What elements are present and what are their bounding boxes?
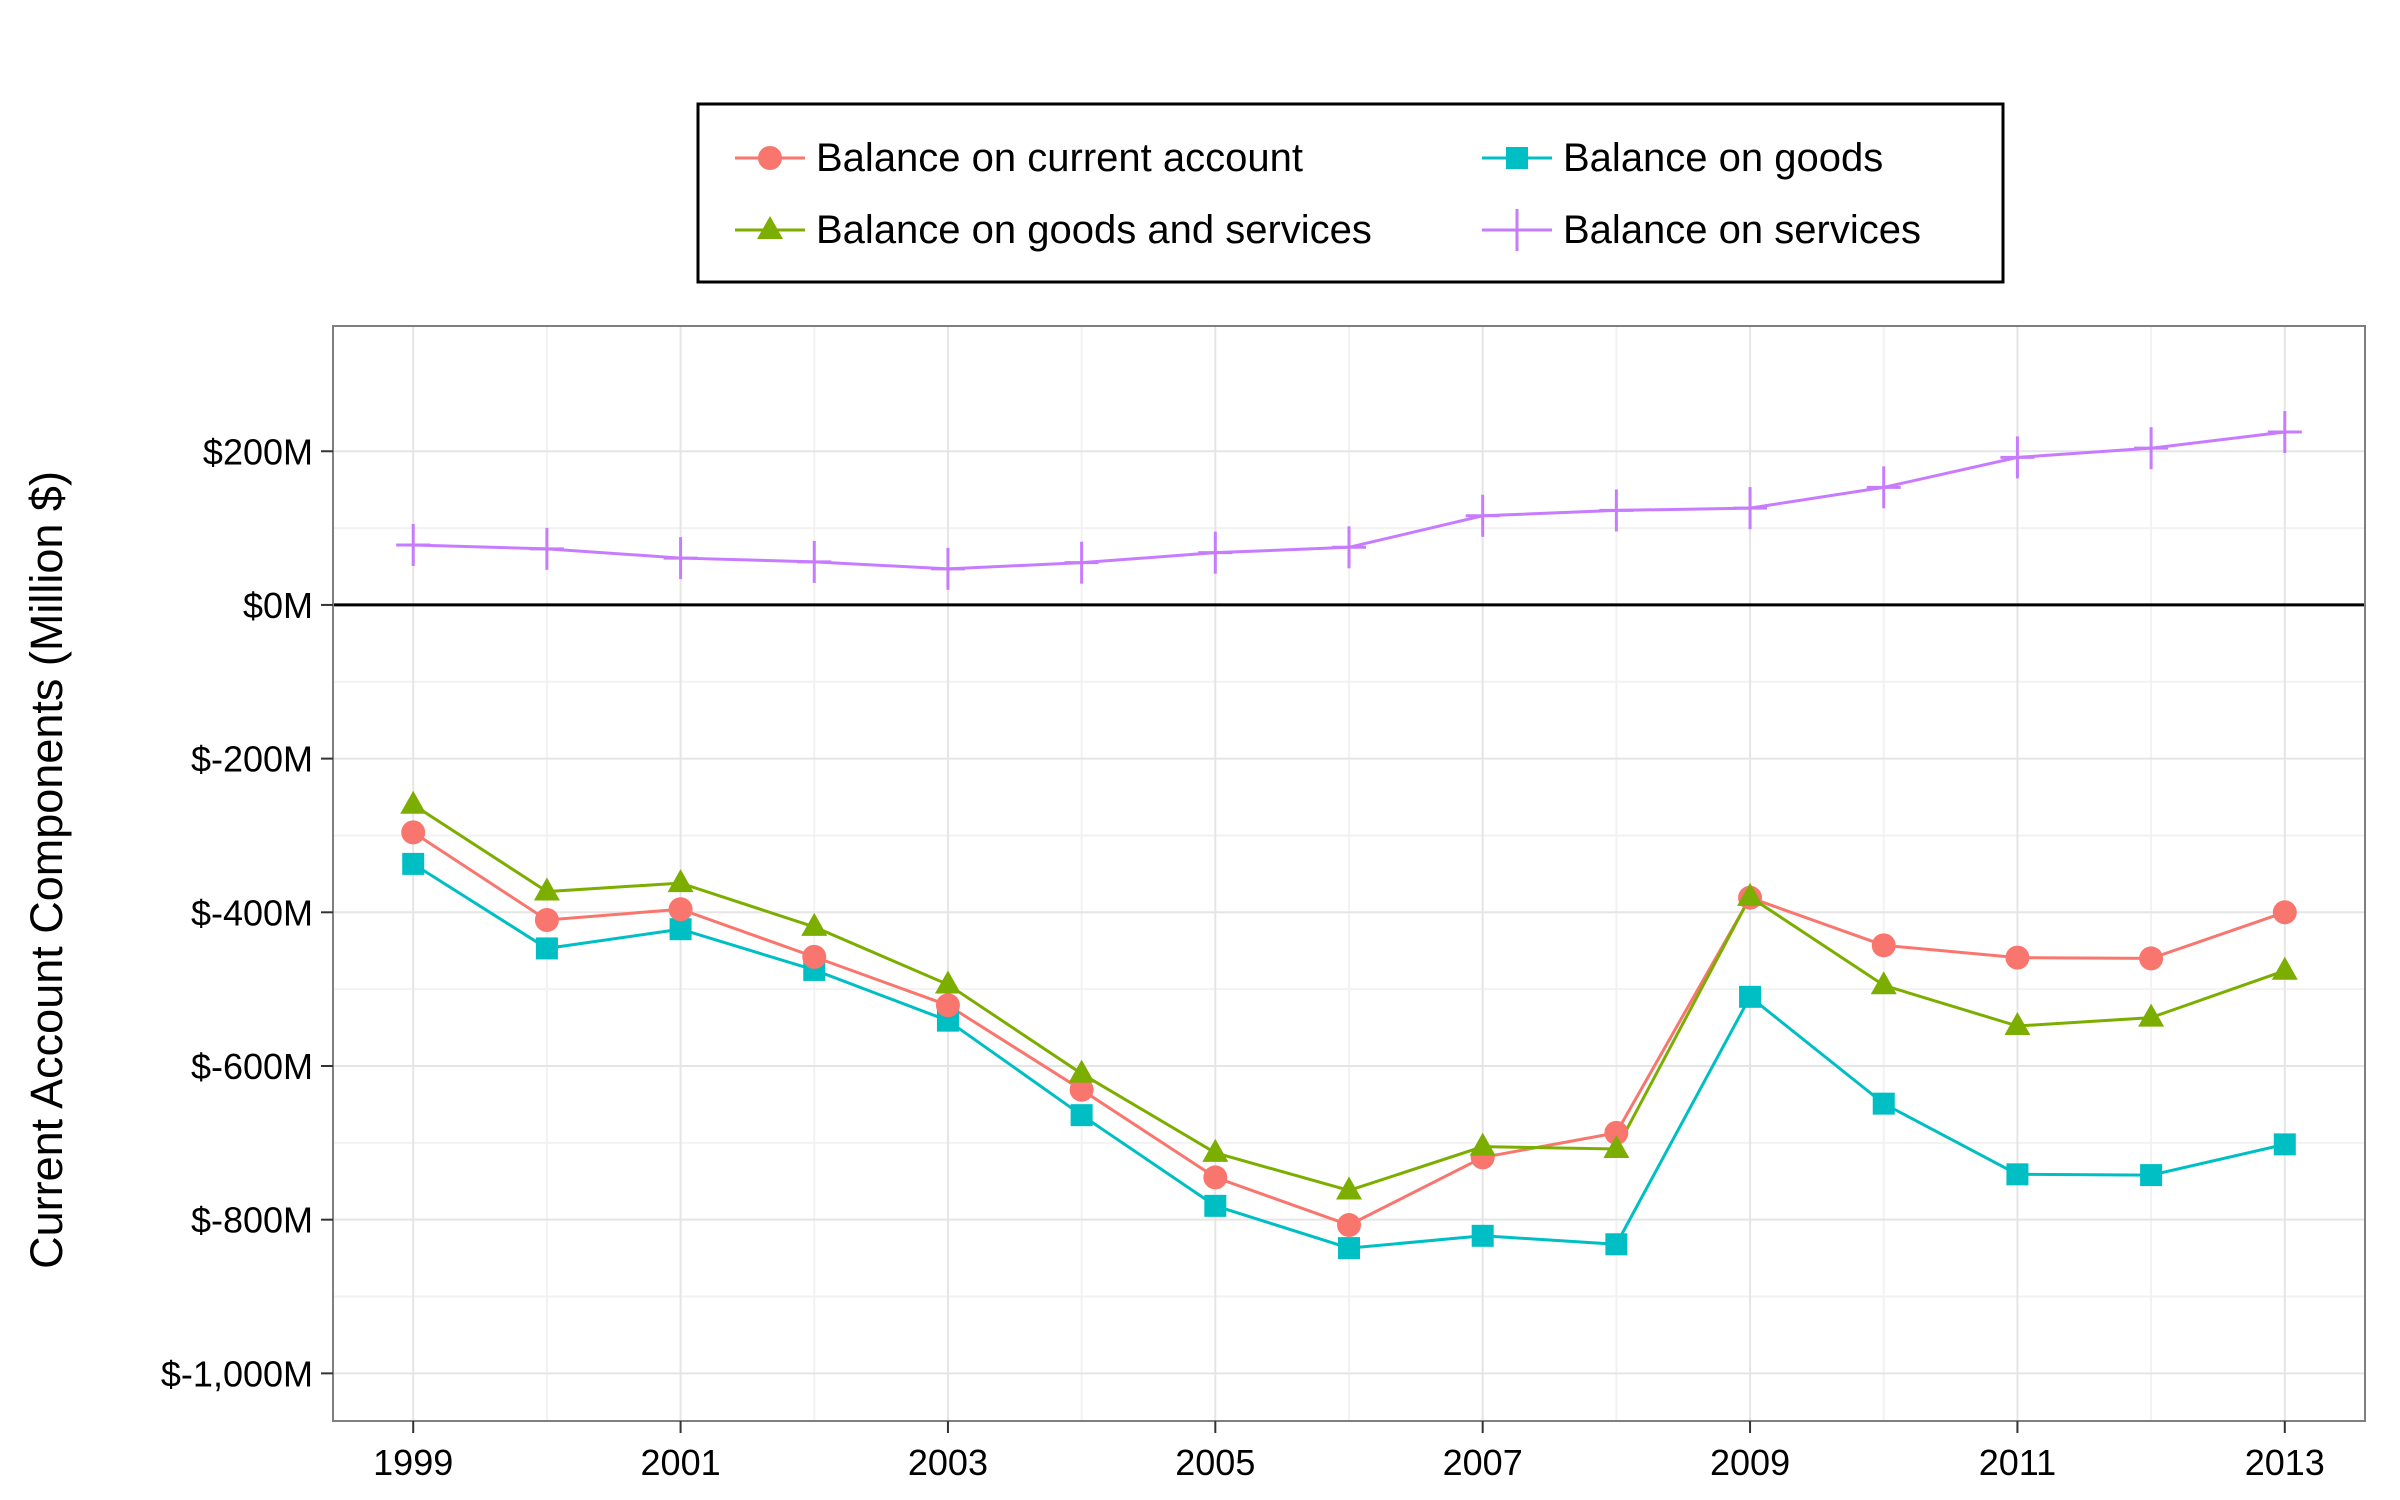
point-balance-on-goods [1070,1104,1093,1127]
y-tick-label: $-200M [191,739,313,780]
point-balance-on-services [1733,487,1768,530]
legend-item-balance-on-services: Balance on services [1482,208,1921,252]
legend-key-marker [1506,147,1528,169]
point-balance-on-goods-and-services [801,912,828,936]
point-balance-on-goods-and-services [400,790,427,814]
x-tick-label: 2003 [908,1442,988,1483]
legend-key-marker [757,216,783,239]
plot-panel [332,325,2366,1422]
legend-item-balance-on-goods: Balance on goods [1482,136,1883,180]
point-balance-on-goods-and-services [1737,882,1764,906]
grid-minor [333,326,2365,1421]
point-balance-on-goods-and-services [934,970,961,994]
point-balance-on-goods [2273,1133,2296,1156]
point-balance-on-current-account [1604,1120,1629,1145]
point-balance-on-goods [1471,1224,1494,1247]
point-balance-on-current-account [2139,946,2164,971]
point-balance-on-services [2134,427,2169,470]
point-balance-on-goods-and-services [1336,1176,1362,1200]
point-balance-on-goods-and-services [1469,1132,1496,1156]
y-tick-label: $-1,000M [161,1353,313,1394]
legend-label: Balance on goods and services [816,208,1372,252]
point-balance-on-goods [1605,1233,1628,1256]
point-balance-on-current-account [802,944,827,969]
y-axis-title: Current Account Components (Million $) [21,471,72,1269]
x-tick-label: 2007 [1443,1442,1523,1483]
point-balance-on-goods [669,918,692,941]
legend-item-balance-on-goods-and-services: Balance on goods and services [735,208,1372,252]
point-balance-on-services [930,547,965,590]
y-tick-label: $0M [243,585,313,626]
point-balance-on-goods-and-services [667,869,694,893]
point-balance-on-goods [1338,1237,1360,1260]
legend-label: Balance on services [1563,208,1921,252]
series-layer [396,411,2302,1260]
point-balance-on-goods-and-services [2138,1003,2165,1027]
point-balance-on-services [2000,436,2035,479]
point-balance-on-services [396,524,431,566]
point-balance-on-current-account [1337,1213,1361,1238]
point-balance-on-goods [1204,1194,1227,1217]
legend-label: Balance on goods [1563,136,1883,180]
point-balance-on-goods-and-services [2271,956,2298,980]
legend-key-marker [758,146,782,170]
point-balance-on-goods-and-services [533,877,560,901]
point-balance-on-goods [1739,985,1762,1008]
y-tick-label: $-400M [191,892,313,933]
point-balance-on-goods [2140,1164,2163,1187]
point-balance-on-current-account [534,907,559,932]
legend-label: Balance on current account [816,136,1303,180]
y-tick-label: $200M [203,431,313,472]
point-balance-on-services [1465,494,1500,537]
x-tick-label: 1999 [373,1442,453,1483]
point-balance-on-goods-and-services [1202,1138,1229,1162]
point-balance-on-services [1866,466,1901,509]
point-balance-on-current-account [1203,1165,1228,1190]
y-axis: $200M $0M $-200M $-400M $-600M $-800M $-1,000M [161,431,333,1394]
point-balance-on-current-account [668,897,693,922]
point-balance-on-current-account [2272,900,2297,925]
point-balance-on-current-account [935,993,960,1018]
point-balance-on-goods [1872,1092,1895,1115]
point-balance-on-services [529,527,564,570]
point-balance-on-current-account [1871,933,1896,958]
plot-panel-border [332,325,2366,1422]
point-balance-on-services [663,537,698,580]
point-balance-on-services [1198,531,1233,574]
point-balance-on-goods-and-services [1068,1059,1095,1083]
point-balance-on-goods [535,937,558,960]
point-balance-on-goods [2006,1163,2029,1186]
y-tick-label: $-600M [191,1046,313,1087]
point-balance-on-services [1599,489,1634,532]
point-balance-on-goods-and-services [1603,1134,1630,1158]
point-balance-on-current-account [1069,1077,1094,1102]
x-axis: 1999 2001 2003 2005 2007 2009 2011 2013 [373,1421,2325,1483]
point-balance-on-goods-and-services [1870,971,1897,995]
legend-key-marker [1500,209,1534,251]
point-balance-on-services [1332,526,1366,569]
x-tick-label: 2005 [1175,1442,1255,1483]
x-tick-label: 2001 [641,1442,721,1483]
point-balance-on-current-account [401,820,426,845]
point-balance-on-goods [402,852,425,875]
y-tick-label: $-800M [191,1200,313,1241]
legend: Balance on current account Balance on goo… [696,102,2005,284]
point-balance-on-services [2267,411,2302,454]
x-tick-label: 2013 [2245,1442,2325,1483]
x-tick-label: 2009 [1710,1442,1790,1483]
x-tick-label: 2011 [1979,1442,2056,1483]
point-balance-on-services [1064,541,1099,584]
legend-box [696,102,2005,284]
point-balance-on-services [797,540,832,583]
legend-item-balance-on-current-account: Balance on current account [735,136,1303,180]
legend-entries: Balance on current account Balance on goo… [735,136,1921,252]
point-balance-on-goods-and-services [2004,1012,2031,1036]
point-balance-on-current-account [2005,945,2030,970]
